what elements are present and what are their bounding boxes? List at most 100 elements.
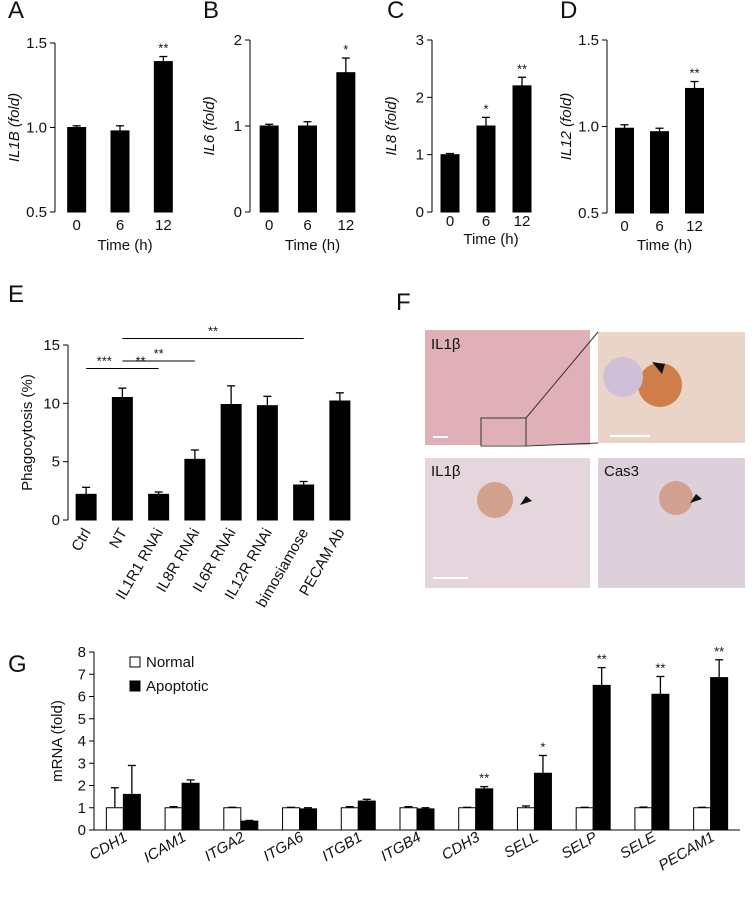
x-tick-label: ITGA2 <box>202 828 249 865</box>
y-tick-label: 1.0 <box>26 120 47 137</box>
panel-label: A <box>8 0 24 24</box>
x-tick-label: 0 <box>446 213 454 230</box>
y-axis-label: IL12 (fold) <box>558 93 575 161</box>
x-tick-label: PECAM1 <box>656 829 718 875</box>
bar <box>282 807 301 831</box>
panel-f: F IL1β IL1β Cas3 <box>396 289 745 588</box>
bar <box>533 772 552 831</box>
chart: D 0.5 1.0 1.5 IL12 (fold) Time (h) 0 6 12 ** <box>558 0 704 254</box>
zoom-line <box>525 442 599 447</box>
zoom-line <box>525 331 599 419</box>
y-tick-label: 1 <box>416 147 424 164</box>
y-tick-label: 0.5 <box>26 204 47 221</box>
x-tick-label: CDH1 <box>86 829 130 864</box>
x-tick-label: 0 <box>620 218 628 235</box>
panel-label: E <box>8 281 24 308</box>
significance: ** <box>479 771 489 786</box>
bar <box>220 404 242 521</box>
x-tick-label: SELL <box>501 829 541 862</box>
nucleus <box>603 357 643 397</box>
panel-label: B <box>203 0 219 24</box>
panel-label: C <box>387 0 404 24</box>
significance: ** <box>689 66 699 81</box>
significance: ** <box>597 652 607 667</box>
bar <box>399 807 418 831</box>
arrowhead <box>690 494 702 503</box>
y-tick-label: 3 <box>416 32 424 49</box>
bar <box>416 808 435 831</box>
significance: * <box>540 739 545 754</box>
legend-label: Apoptotic <box>146 678 209 695</box>
comparison-label: ** <box>208 324 218 339</box>
significance: ** <box>655 660 665 675</box>
panel-label: D <box>560 0 577 24</box>
x-tick-label: ICAM1 <box>141 829 189 867</box>
y-tick-label: 8 <box>78 644 86 661</box>
stained-cell <box>638 363 682 407</box>
x-tick-label: NT <box>106 526 131 552</box>
x-tick-label: 12 <box>514 213 531 230</box>
y-tick-label: 5 <box>52 454 60 471</box>
bar <box>67 127 87 213</box>
y-tick-label: 6 <box>78 689 86 706</box>
bar <box>122 793 141 831</box>
bar <box>458 807 477 831</box>
y-axis-label: IL6 (fold) <box>201 96 218 155</box>
bar <box>299 808 318 831</box>
y-tick-label: 0 <box>52 512 60 529</box>
x-axis-label: Time (h) <box>97 237 152 254</box>
y-tick-label: 7 <box>78 666 86 683</box>
bar <box>184 458 206 521</box>
y-tick-label: 0 <box>416 204 424 221</box>
y-tick-label: 5 <box>78 711 86 728</box>
comparison-label: *** <box>97 354 112 369</box>
y-tick-label: 2 <box>416 89 424 106</box>
bar <box>650 131 669 214</box>
bar <box>153 61 173 213</box>
bar <box>615 127 634 214</box>
bar <box>329 400 351 521</box>
bar <box>440 154 460 213</box>
y-tick-label: 0.5 <box>578 205 599 222</box>
micrograph <box>425 458 590 588</box>
bar <box>259 125 279 213</box>
bar <box>512 85 532 213</box>
x-axis-label: Time (h) <box>285 237 340 254</box>
panel-label: F <box>396 289 411 316</box>
bar <box>181 782 200 831</box>
x-tick-label: ITGB4 <box>378 829 424 865</box>
x-tick-label: SELE <box>617 828 660 862</box>
x-tick-label: 6 <box>482 213 490 230</box>
y-tick-label: 2 <box>234 32 242 49</box>
y-axis-label: Phagocytosis (%) <box>19 374 36 491</box>
bar <box>148 493 170 521</box>
y-tick-label: 1 <box>234 118 242 135</box>
x-tick-label: 6 <box>655 218 663 235</box>
y-tick-label: 2 <box>78 778 86 795</box>
y-tick-label: 1.5 <box>578 32 599 49</box>
significance: * <box>343 42 348 57</box>
legend-swatch <box>129 680 141 692</box>
y-tick-label: 1 <box>78 800 86 817</box>
bar <box>476 125 496 213</box>
significance: ** <box>517 61 527 76</box>
image-label: IL1β <box>431 463 461 480</box>
bar <box>293 484 315 521</box>
x-tick-label: ITGB1 <box>319 829 365 865</box>
bar <box>651 693 670 831</box>
x-tick-label: SELP <box>558 829 600 863</box>
y-axis-label: mRNA (fold) <box>49 700 66 782</box>
bar <box>516 807 535 831</box>
x-tick-label: 6 <box>303 217 311 234</box>
legend-swatch <box>129 656 141 668</box>
bar <box>592 684 611 831</box>
y-tick-label: 15 <box>43 337 60 354</box>
bar <box>685 87 704 214</box>
bar <box>110 130 130 213</box>
x-axis-label: Time (h) <box>637 237 692 254</box>
zoom-box <box>480 417 527 447</box>
x-tick-label: 12 <box>155 217 172 234</box>
